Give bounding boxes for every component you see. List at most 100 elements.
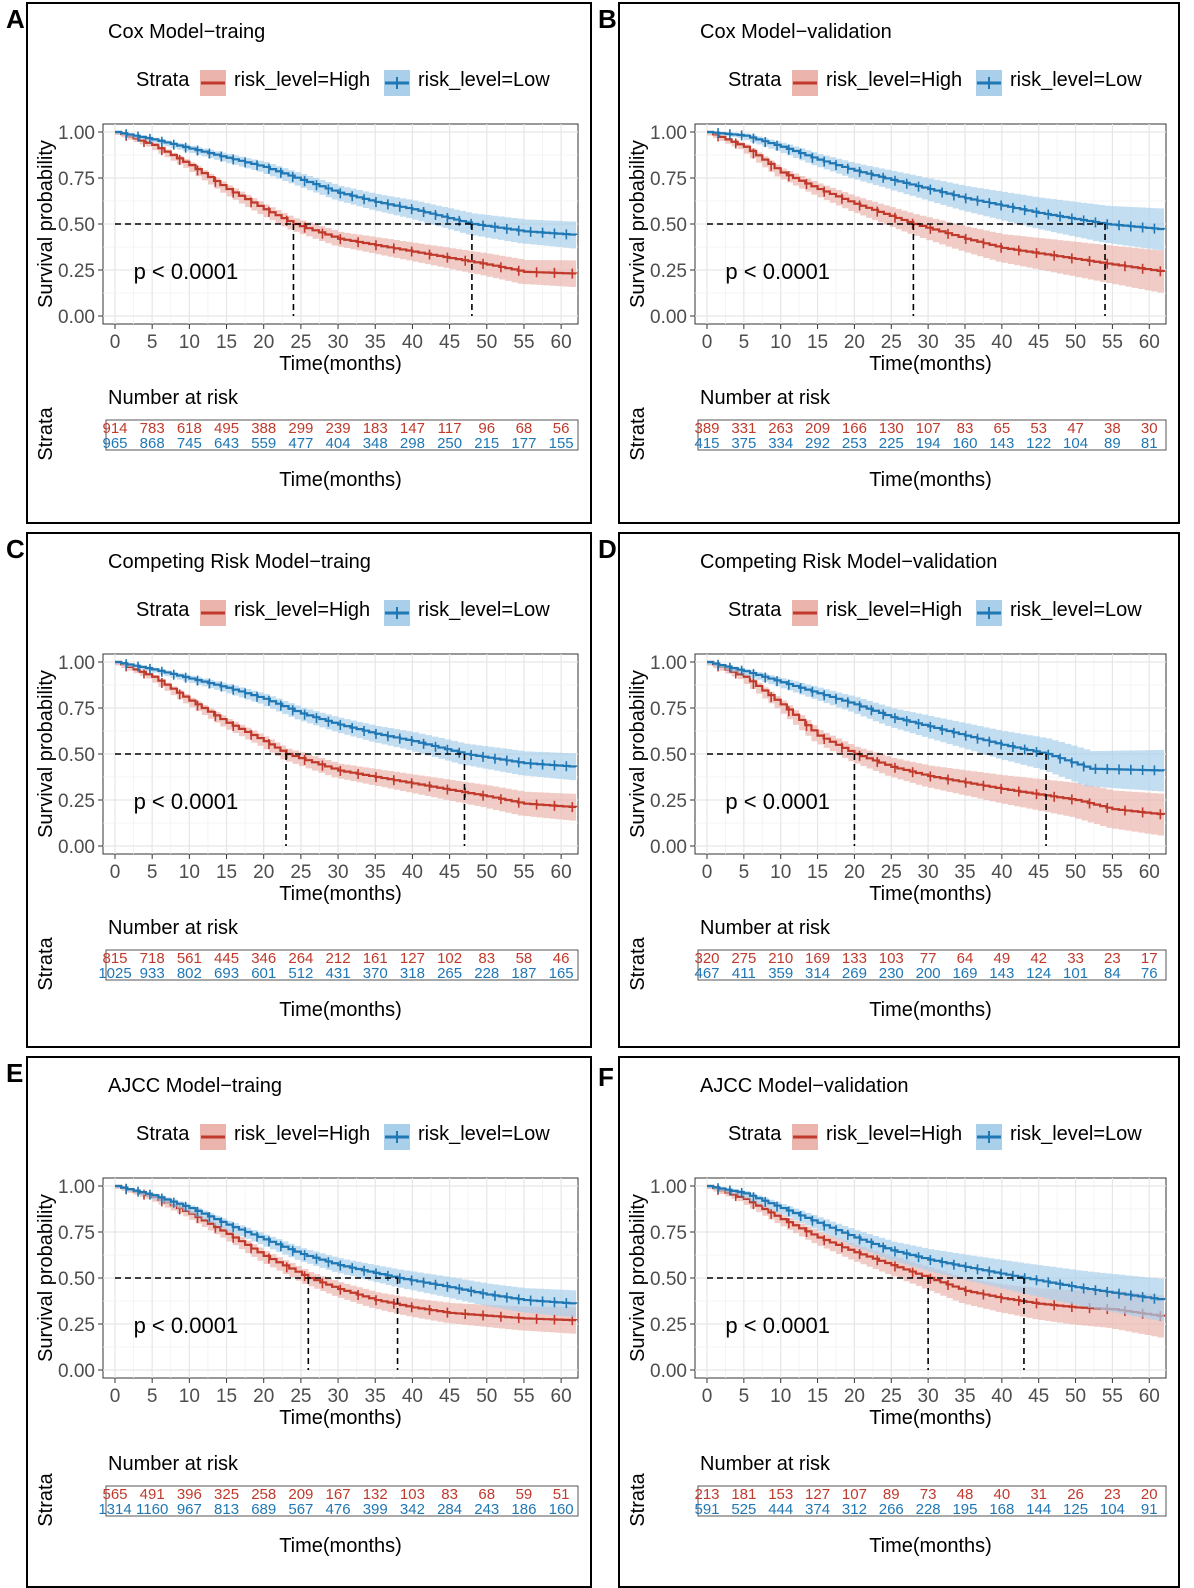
y-tick-label: 0.25 <box>650 261 687 282</box>
x-tick-label: 50 <box>1065 862 1086 883</box>
risk-table-xlabel: Time(months) <box>279 999 402 1021</box>
risk-count-high: 103 <box>400 1486 425 1503</box>
x-tick-label: 15 <box>807 332 828 353</box>
risk-table-title: Number at risk <box>700 387 831 409</box>
x-tick-label: 45 <box>439 1386 460 1407</box>
panel-letter: E <box>6 1058 24 1088</box>
p-value: p < 0.0001 <box>725 259 830 284</box>
y-tick-label: 0.25 <box>650 791 687 812</box>
x-tick-label: 60 <box>551 862 572 883</box>
legend-title: Strata <box>728 69 782 91</box>
risk-count-low: 1160 <box>136 1501 168 1518</box>
panel-letter: F <box>598 1062 614 1092</box>
x-tick-label: 0 <box>110 332 121 353</box>
y-axis-label: Survival probability <box>35 140 57 308</box>
risk-count-high: 23 <box>1104 950 1121 967</box>
risk-count-low: 342 <box>400 1501 425 1518</box>
y-tick-label: 0.00 <box>58 1361 95 1382</box>
x-tick-label: 0 <box>110 862 121 883</box>
risk-count-low: 643 <box>214 435 239 452</box>
y-tick-label: 0.00 <box>650 1361 687 1382</box>
x-tick-label: 15 <box>216 1386 237 1407</box>
risk-count-high: 495 <box>214 420 239 437</box>
chart-title: AJCC Model−validation <box>700 1075 908 1097</box>
risk-count-high: 914 <box>102 420 127 437</box>
risk-count-high: 299 <box>288 420 313 437</box>
risk-count-high: 153 <box>768 1486 793 1503</box>
y-tick-label: 0.75 <box>58 699 95 720</box>
risk-count-low: 476 <box>326 1501 351 1518</box>
x-tick-label: 20 <box>844 332 865 353</box>
risk-count-low: 84 <box>1104 965 1121 982</box>
risk-count-low: 965 <box>102 435 127 452</box>
x-tick-label: 35 <box>365 332 386 353</box>
x-tick-label: 40 <box>991 1386 1012 1407</box>
risk-count-low: 81 <box>1141 435 1158 452</box>
survival-curve <box>115 660 578 808</box>
risk-count-low: 89 <box>1104 435 1121 452</box>
x-tick-label: 35 <box>954 862 975 883</box>
panel-letter: B <box>598 4 617 34</box>
x-tick-label: 60 <box>1139 332 1160 353</box>
risk-count-high: 107 <box>916 420 941 437</box>
y-tick-label: 0.75 <box>650 169 687 190</box>
risk-count-low: 177 <box>511 435 536 452</box>
risk-count-low: 399 <box>363 1501 388 1518</box>
risk-count-low: 194 <box>916 435 941 452</box>
risk-table-xlabel: Time(months) <box>869 999 992 1021</box>
risk-count-low: 187 <box>511 965 536 982</box>
x-axis: 0 5 10 15 20 25 30 35 40 45 50 55 60 Time(months) <box>702 854 1160 905</box>
legend-high: risk_level=High <box>792 69 962 96</box>
series-low <box>707 1183 1166 1321</box>
risk-count-high: 127 <box>400 950 425 967</box>
legend-low: risk_level=Low <box>384 69 550 96</box>
risk-count-low: 467 <box>694 965 719 982</box>
x-tick-label: 30 <box>327 332 348 353</box>
risk-count-low: 225 <box>879 435 904 452</box>
x-tick-label: 60 <box>551 1386 572 1407</box>
risk-count-low: 298 <box>400 435 425 452</box>
risk-count-low: 477 <box>288 435 313 452</box>
median-lines <box>115 223 473 316</box>
panel-letter: A <box>6 4 25 34</box>
risk-count-high: 56 <box>553 420 570 437</box>
risk-count-high: 64 <box>957 950 974 967</box>
risk-count-low: 375 <box>731 435 756 452</box>
y-tick-label: 0.50 <box>650 1269 687 1290</box>
survival-curve <box>707 660 1166 816</box>
x-tick-label: 50 <box>476 332 497 353</box>
legend: Strata risk_level=High risk_level=Low <box>728 69 1142 96</box>
risk-count-high: 181 <box>731 1486 756 1503</box>
risk-count-high: 561 <box>177 950 202 967</box>
legend-low: risk_level=Low <box>976 1123 1142 1150</box>
x-tick-label: 40 <box>991 332 1012 353</box>
risk-count-high: 147 <box>400 420 425 437</box>
risk-count-low: 266 <box>879 1501 904 1518</box>
x-tick-label: 50 <box>1065 1386 1086 1407</box>
legend-low: risk_level=Low <box>976 599 1142 626</box>
risk-table-xlabel: Time(months) <box>279 469 402 491</box>
legend-title: Strata <box>136 69 190 91</box>
risk-count-high: 210 <box>768 950 793 967</box>
risk-count-low: 250 <box>437 435 462 452</box>
legend-label: risk_level=Low <box>418 69 550 91</box>
risk-count-high: 133 <box>842 950 867 967</box>
risk-count-low: 745 <box>177 435 202 452</box>
x-tick-label: 0 <box>702 332 713 353</box>
risk-count-high: 46 <box>553 950 570 967</box>
risk-count-low: 143 <box>989 435 1014 452</box>
risk-count-low: 104 <box>1100 1501 1125 1518</box>
legend: Strata risk_level=High risk_level=Low <box>136 1123 550 1150</box>
survival-curve <box>115 130 578 275</box>
median-lines <box>707 753 1047 846</box>
y-tick-label: 0.50 <box>650 745 687 766</box>
survival-curve <box>707 1184 1166 1317</box>
risk-count-high: 48 <box>957 1486 974 1503</box>
median-lines <box>115 1277 399 1370</box>
p-value: p < 0.0001 <box>134 1313 239 1338</box>
survival-curve <box>115 660 578 768</box>
